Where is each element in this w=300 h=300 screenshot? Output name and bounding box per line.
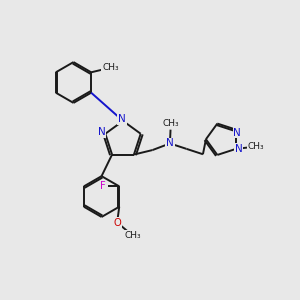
Text: N: N bbox=[166, 138, 174, 148]
Text: CH₃: CH₃ bbox=[248, 142, 264, 151]
Text: N: N bbox=[98, 127, 106, 137]
Text: O: O bbox=[114, 218, 122, 228]
Text: F: F bbox=[100, 181, 105, 191]
Text: N: N bbox=[235, 144, 243, 154]
Text: CH₃: CH₃ bbox=[124, 231, 141, 240]
Text: CH₃: CH₃ bbox=[162, 119, 179, 128]
Text: N: N bbox=[233, 128, 241, 137]
Text: N: N bbox=[118, 114, 126, 124]
Text: CH₃: CH₃ bbox=[102, 63, 119, 72]
